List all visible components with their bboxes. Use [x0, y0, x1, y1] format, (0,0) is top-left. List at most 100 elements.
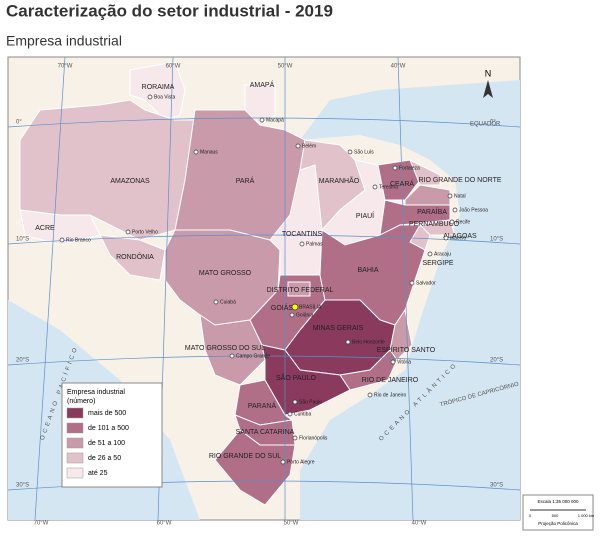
lon-label: 50°W: [278, 64, 293, 70]
city-label: Rio Branco: [66, 237, 91, 243]
city-marker: [345, 339, 351, 345]
legend-swatch: [66, 452, 84, 464]
state-label: MINAS GERAIS: [313, 325, 364, 332]
state-label: RORAIMA: [142, 84, 175, 91]
city-label: BRASÍLIA: [299, 303, 322, 310]
ocean: [300, 80, 520, 520]
lat-label: 10°S: [16, 237, 29, 243]
city-marker: [372, 184, 378, 190]
city-marker: [259, 117, 265, 123]
subtitle: Empresa industrial: [6, 33, 122, 49]
state-label: RIO GRANDE DO SUL: [209, 453, 281, 460]
city-label: Aracaju: [434, 251, 451, 257]
state-label: PARÁ: [236, 176, 255, 185]
lat-label: 10°S: [490, 237, 503, 243]
city-marker: [280, 459, 286, 465]
lat-label: 20°S: [490, 358, 503, 364]
state-label: PARANÁ: [248, 401, 277, 410]
city-marker: [287, 411, 293, 417]
city-label: Fortaleza: [399, 165, 420, 171]
lat-label: 20°S: [16, 358, 29, 364]
parallel: [7, 234, 521, 245]
city-marker: [347, 149, 353, 155]
lat-label: 0°: [490, 120, 496, 126]
state-label: BAHIA: [357, 267, 378, 274]
city-marker: [392, 165, 398, 171]
state-shape: [287, 281, 311, 297]
north-arrow: N: [485, 68, 492, 78]
city-label: Curitiba: [294, 411, 311, 417]
legend-label: de 26 a 50: [88, 455, 121, 462]
state-label: MATO GROSSO: [199, 270, 252, 277]
state-label: MARANHÃO: [319, 176, 360, 185]
state-label: ALAGOAS: [443, 233, 477, 240]
lon-label: 60°W: [157, 521, 172, 527]
legend-label: de 51 a 100: [88, 440, 125, 447]
state-label: RIO DE JANEIRO: [362, 377, 419, 384]
legend-swatch: [66, 467, 84, 479]
city-marker: [443, 235, 449, 241]
city-label: Vitória: [397, 359, 411, 365]
lon-label: 60°W: [166, 64, 181, 70]
state-label: SANTA CATARINA: [236, 429, 295, 436]
state-label: TOCANTINS: [282, 231, 323, 238]
legend-label: de 101 a 500: [88, 425, 129, 432]
city-marker: [299, 241, 305, 247]
scale-box: [522, 494, 594, 531]
legend-label: até 25: [88, 470, 108, 477]
state-label: SERGIPE: [422, 260, 453, 267]
state-label: GOIÁS: [271, 303, 294, 312]
state-label: SÃO PAULO: [276, 373, 316, 382]
city-label: São Paulo: [299, 399, 322, 405]
city-marker: [193, 149, 199, 155]
state-shape: [99, 234, 166, 281]
city-label: Cuiabá: [220, 299, 236, 305]
state-label: CEARÁ: [390, 179, 414, 188]
city-label: Goiânia: [296, 312, 313, 318]
state-label: PIAUÍ: [356, 211, 374, 220]
state-label: ACRE: [35, 225, 55, 232]
city-marker: [125, 229, 131, 235]
scale-ratio: Escala 1:35 000 000: [537, 499, 579, 504]
legend-swatch: [66, 422, 84, 434]
legend-label: mais de 500: [88, 410, 126, 417]
city-label: Manaus: [200, 149, 218, 155]
city-label: Rio de Janeiro: [374, 392, 406, 398]
scale-projection: Projeção Policônica: [538, 521, 578, 526]
state-label: MATO GROSSO DO SUL: [185, 345, 265, 352]
city-marker: [292, 435, 298, 441]
state-shape: [214, 429, 296, 506]
city-label: Florianópolis: [299, 435, 328, 441]
city-marker: [447, 193, 453, 199]
city-marker: [390, 359, 396, 365]
state-shape: [409, 158, 441, 186]
city-marker: [289, 312, 295, 318]
city-label: Natal: [454, 193, 466, 199]
state-shape: [377, 159, 421, 201]
city-marker: [292, 399, 298, 405]
city-marker: [409, 280, 415, 286]
city-label: Palmas: [306, 241, 323, 247]
city-label: Teresina: [379, 184, 398, 190]
state-label: PERNAMBUCO: [409, 221, 460, 228]
state-label: ESPÍRITO SANTO: [377, 345, 436, 354]
city-label: Campo Grande: [236, 353, 270, 359]
city-marker: [229, 353, 235, 359]
scale-tick: 0: [529, 513, 532, 518]
lat-label: 30°S: [490, 483, 503, 489]
state-label: RONDÔNIA: [116, 252, 154, 261]
state-label: PARAÍBA: [417, 207, 447, 216]
city-marker: [449, 219, 455, 225]
city-marker: [147, 94, 153, 100]
city-label: Maceió: [450, 235, 466, 241]
scale-tick: 500: [552, 513, 559, 518]
legend-swatch: [66, 437, 84, 449]
lon-label: 70°W: [34, 521, 49, 527]
city-label: Boa Vista: [154, 94, 176, 100]
state-label: AMAZONAS: [110, 178, 150, 185]
city-label: João Pessoa: [459, 207, 488, 213]
state-shape: [261, 344, 351, 416]
city-marker: [213, 299, 219, 305]
scale-tick: 1 000 km: [578, 513, 595, 518]
legend-title: Empresa industrial: [67, 389, 125, 396]
